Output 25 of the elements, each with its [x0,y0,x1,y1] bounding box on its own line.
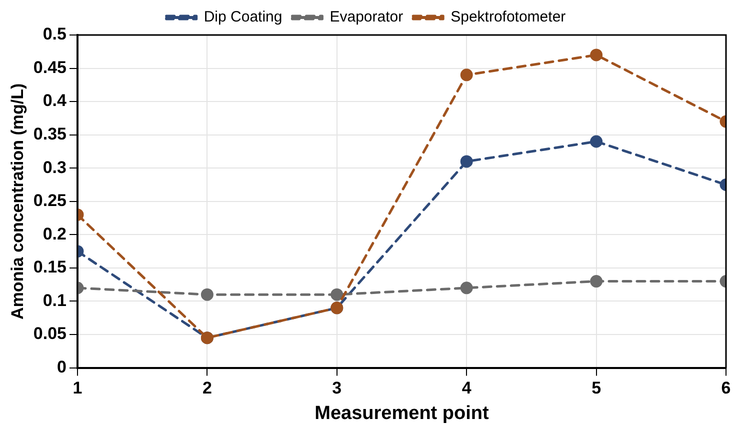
legend-label: Evaporator [330,8,404,26]
x-tick-label: 3 [332,378,342,398]
x-axis-title: Measurement point [314,402,490,424]
y-tick-label: 0.4 [42,91,68,110]
y-tick-label: 0.45 [33,58,66,77]
x-tick-label: 1 [72,378,82,398]
point [460,68,473,82]
x-tick-label: 6 [721,378,731,398]
y-tick-label: 0.05 [33,324,66,344]
x-tick-label: 5 [592,378,602,398]
x-tick-label: 2 [202,378,212,398]
y-tick-label: 0.35 [33,124,66,144]
y-tick-label: 0.3 [42,158,66,177]
y-tick-label: 0.25 [33,191,66,210]
y-tick-label: 0.2 [42,224,66,244]
legend-label: Dip Coating [204,8,282,26]
y-tick-label: 0.1 [42,290,66,310]
y-tick-label: 0.15 [33,258,66,277]
point [330,288,344,301]
x-tick-label: 4 [462,378,472,398]
y-tick-label: 0.5 [42,24,66,44]
legend-label: Spektrofotometer [450,8,566,26]
y-axis-title: Amonia concentration (mg/L) [8,83,27,320]
point [460,282,473,294]
y-tick-label: 0 [57,357,66,376]
